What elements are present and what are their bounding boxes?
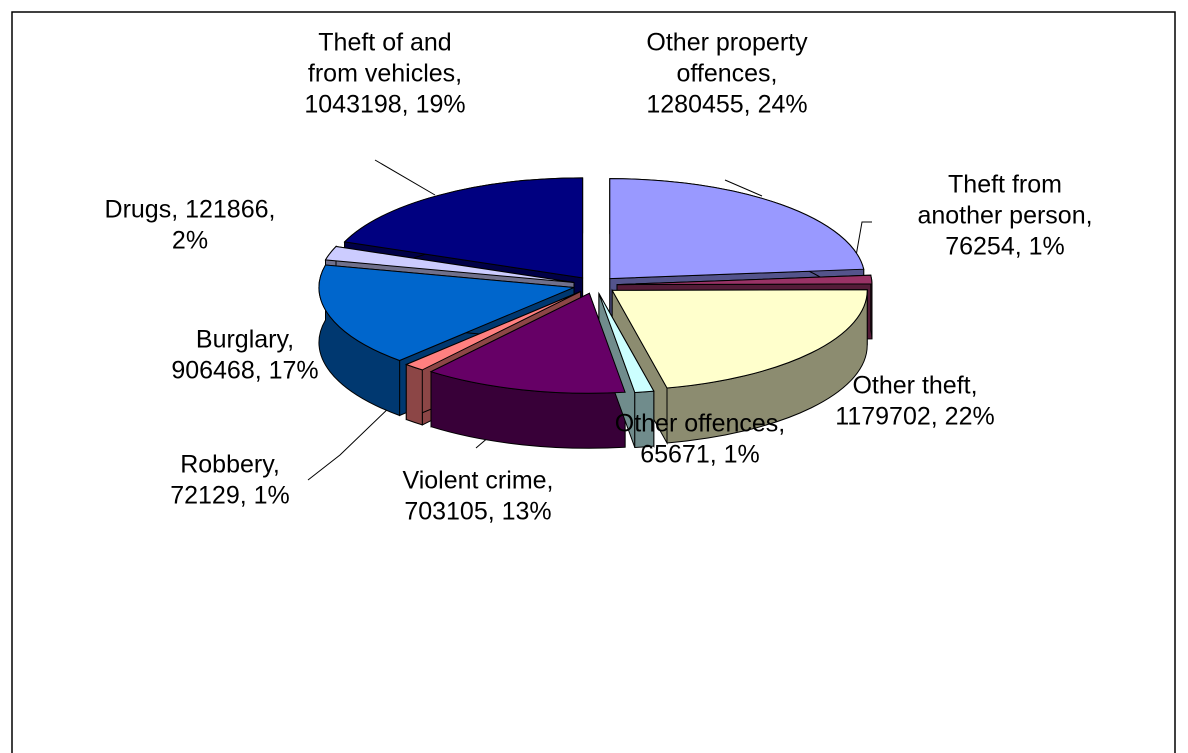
- data-label: 76254, 1%: [945, 233, 1065, 261]
- slice-rim: [405, 363, 423, 426]
- data-label: 1179702, 22%: [835, 403, 994, 431]
- data-label: 2%: [172, 227, 208, 255]
- data-label: Other theft,: [852, 372, 977, 400]
- pie-slice: [324, 245, 575, 283]
- data-label: 72129, 1%: [170, 482, 290, 510]
- data-label: Drugs, 121866,: [105, 196, 276, 224]
- data-label: 1043198, 19%: [304, 91, 465, 119]
- data-label: 65671, 1%: [640, 441, 760, 469]
- pie-slice: [404, 291, 581, 371]
- data-label: Theft of and: [318, 29, 451, 57]
- data-label: offences,: [676, 60, 777, 88]
- leader-line: [724, 179, 763, 197]
- data-label: Robbery,: [180, 451, 280, 479]
- pie-slice: [598, 293, 655, 394]
- pie-slice: [609, 178, 865, 280]
- pie-slice: [318, 264, 575, 362]
- data-labels: Other property offences, 1280455, 24% Theft…: [105, 29, 1093, 526]
- pie-slice: [611, 289, 868, 389]
- leader-line: [374, 159, 436, 196]
- data-label: another person,: [917, 202, 1092, 230]
- data-label: from vehicles,: [308, 60, 462, 88]
- data-label: Theft from: [948, 171, 1062, 199]
- pie-slice: [343, 177, 584, 279]
- data-label: 703105, 13%: [404, 498, 551, 526]
- pie-slice: [429, 292, 626, 394]
- data-label: Other offences,: [615, 410, 785, 438]
- data-label: Other property: [646, 29, 808, 57]
- data-label: Burglary,: [196, 326, 294, 354]
- pie-slice: [616, 274, 873, 286]
- leader-line: [855, 221, 872, 257]
- data-label: Violent crime,: [403, 467, 554, 495]
- slice-rim: [870, 275, 873, 339]
- data-label: 906468, 17%: [171, 357, 318, 385]
- data-label: 1280455, 24%: [646, 91, 807, 119]
- slice-tops: [318, 177, 873, 394]
